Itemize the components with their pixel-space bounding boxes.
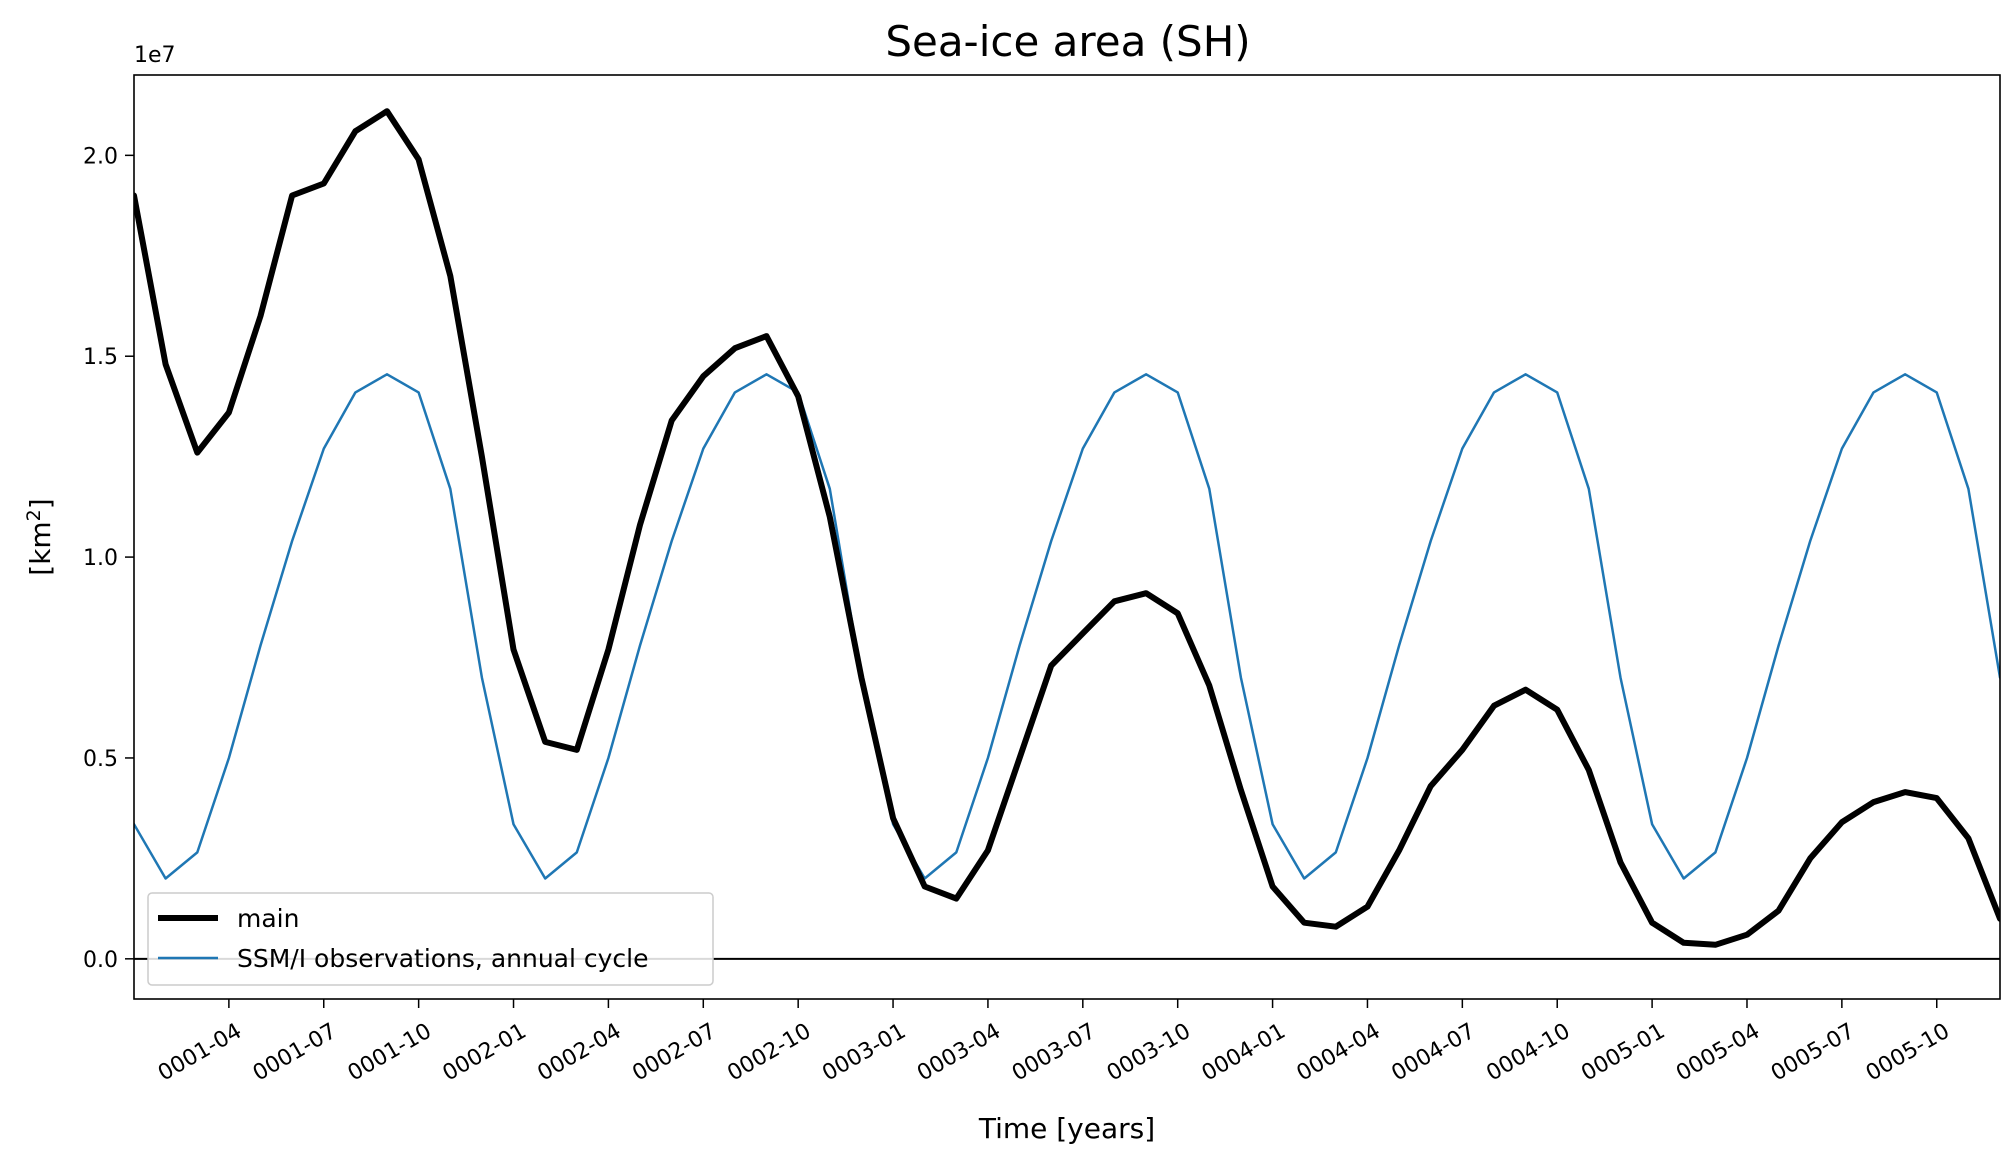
y-axis-label-sup: 2 [23, 509, 45, 521]
plot-frame [133, 74, 2001, 1000]
legend: main SSM/I observations, annual cycle [147, 892, 714, 986]
chart-title: Sea-ice area (SH) [885, 17, 1250, 66]
y-tick-label: 2.0 [83, 144, 118, 169]
series-layer [134, 108, 2000, 948]
y-axis-label: [km2] [23, 498, 57, 575]
legend-label-observations: SSM/I observations, annual cycle [237, 944, 649, 973]
y-offset-label: 1e7 [134, 43, 176, 68]
y-tick-label: 1.0 [83, 546, 118, 571]
x-axis-label: Time [years] [978, 1112, 1155, 1145]
y-tick-label: 0.0 [83, 948, 118, 973]
y-axis-label-main: [km [24, 521, 57, 575]
series-line-main [134, 108, 2000, 948]
legend-box [147, 892, 714, 986]
series-line-observations [134, 373, 2000, 880]
y-tick-label: 1.5 [83, 345, 118, 370]
y-tick-label: 0.5 [83, 747, 118, 772]
y-axis-label-close: ] [24, 498, 57, 509]
y-axis-ticks: 0.0 0.5 1.0 1.5 2.0 [83, 144, 134, 973]
legend-label-main: main [237, 904, 299, 933]
